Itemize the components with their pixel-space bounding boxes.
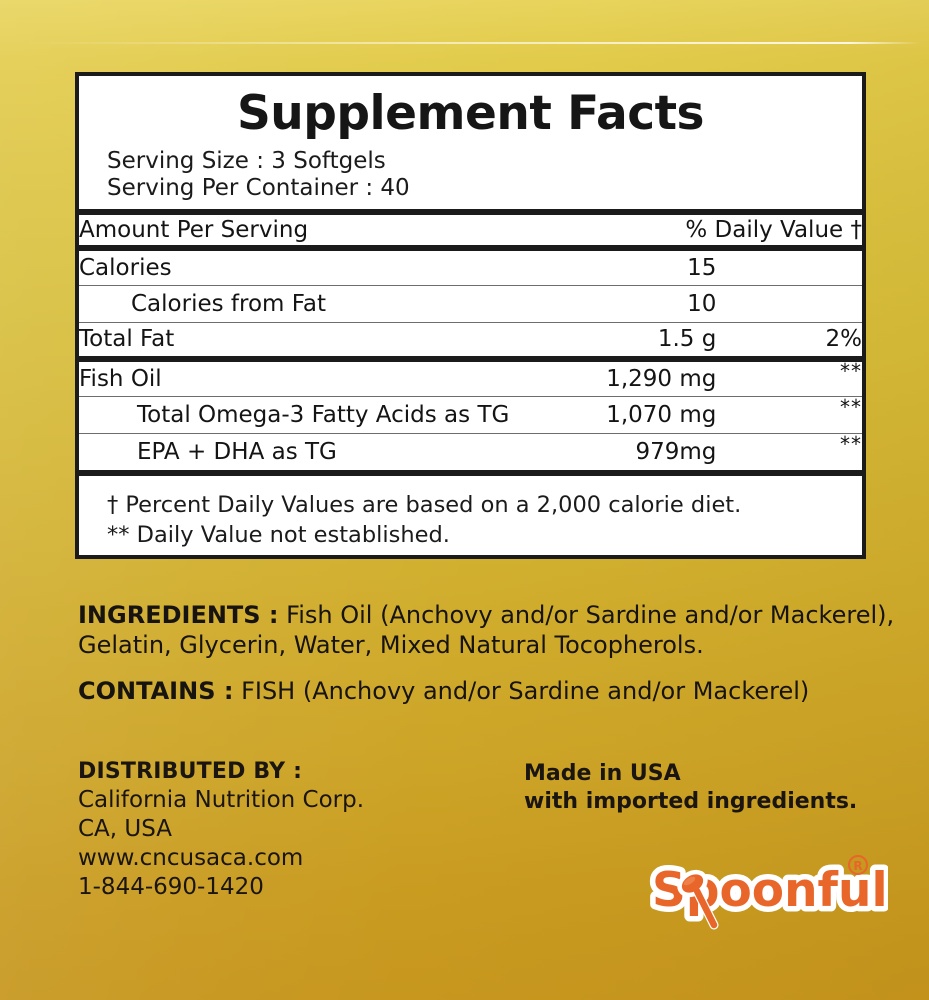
footnotes: † Percent Daily Values are based on a 2,…	[79, 476, 862, 550]
nutrition-table: Amount Per Serving % Daily Value † Calor…	[79, 209, 862, 470]
distributor-section: DISTRIBUTED BY : California Nutrition Co…	[78, 757, 364, 902]
distributor-website[interactable]: www.cncusaca.com	[78, 845, 304, 871]
row-value: 10	[520, 284, 717, 322]
svg-text:R: R	[853, 859, 862, 873]
contains-label: CONTAINS :	[78, 677, 234, 705]
row-value: 979mg	[520, 432, 717, 470]
registered-trademark-icon: R	[848, 855, 868, 875]
row-value: 1,070 mg	[520, 395, 717, 433]
row-label: Calories	[79, 245, 521, 285]
ingredients-text-line2: Gelatin, Glycerin, Water, Mixed Natural …	[78, 631, 704, 659]
spoon-bowl-highlight	[683, 876, 696, 886]
row-label: Total Omega-3 Fatty Acids as TG	[79, 395, 521, 433]
table-header-row: Amount Per Serving % Daily Value †	[79, 209, 862, 248]
background-highlight-line	[20, 42, 921, 44]
spoonful-logo-svg: Spoonful Spoonful R	[648, 855, 888, 930]
table-row: Calories from Fat 10	[79, 284, 862, 322]
distributor-location: CA, USA	[78, 816, 173, 842]
row-label: Calories from Fat	[79, 284, 521, 322]
made-in-line1: Made in USA	[524, 761, 681, 786]
ingredients-label: INGREDIENTS :	[78, 601, 279, 629]
table-row: Total Omega-3 Fatty Acids as TG 1,070 mg…	[79, 394, 862, 433]
footnote-not-established: ** Daily Value not established.	[107, 522, 450, 548]
spoon-icon	[677, 869, 719, 930]
table-row: Calories 15	[79, 245, 862, 285]
row-value: 1.5 g	[520, 321, 717, 359]
made-in-usa-section: Made in USA with imported ingredients.	[524, 760, 857, 816]
row-value: 1,290 mg	[520, 356, 717, 396]
table-row: EPA + DHA as TG 979mg **	[79, 431, 862, 470]
table-row: Fish Oil 1,290 mg **	[79, 356, 862, 396]
header-amount-per-serving: Amount Per Serving	[79, 209, 521, 248]
row-label: Fish Oil	[79, 356, 521, 396]
serving-info: Serving Size : 3 Softgels Serving Per Co…	[79, 140, 862, 209]
distributor-phone[interactable]: 1-844-690-1420	[78, 874, 264, 900]
row-value: 15	[520, 245, 717, 285]
spoon-handle	[693, 887, 718, 929]
row-daily-value: **	[840, 394, 862, 419]
footnote-divider	[79, 470, 862, 476]
distributed-by-label: DISTRIBUTED BY :	[78, 759, 303, 784]
row-daily-value	[716, 245, 862, 285]
footnote-daily-value: † Percent Daily Values are based on a 2,…	[107, 492, 742, 518]
row-label: EPA + DHA as TG	[79, 432, 521, 470]
row-daily-value: 2%	[716, 321, 862, 359]
panel-title: Supplement Facts	[236, 86, 705, 141]
serving-size: Serving Size : 3 Softgels	[107, 148, 386, 174]
made-in-line2: with imported ingredients.	[524, 789, 858, 814]
row-label: Total Fat	[79, 321, 521, 359]
supplement-facts-panel: Supplement Facts Serving Size : 3 Softge…	[75, 72, 866, 559]
row-daily-value: **	[840, 358, 862, 383]
header-daily-value: % Daily Value †	[520, 209, 862, 248]
serving-per-container: Serving Per Container : 40	[107, 175, 410, 201]
ingredients-section: INGREDIENTS : Fish Oil (Anchovy and/or S…	[78, 600, 908, 706]
contains-text: FISH (Anchovy and/or Sardine and/or Mack…	[233, 677, 810, 705]
row-daily-value	[716, 284, 862, 322]
ingredients-paragraph: INGREDIENTS : Fish Oil (Anchovy and/or S…	[78, 600, 908, 660]
distributor-company: California Nutrition Corp.	[78, 787, 365, 813]
contains-paragraph: CONTAINS : FISH (Anchovy and/or Sardine …	[78, 676, 908, 706]
ingredients-text-line1: Fish Oil (Anchovy and/or Sardine and/or …	[278, 601, 895, 629]
spoonful-logo: Spoonful Spoonful R	[648, 850, 888, 930]
row-daily-value: **	[840, 431, 862, 456]
table-row: Total Fat 1.5 g 2%	[79, 321, 862, 359]
